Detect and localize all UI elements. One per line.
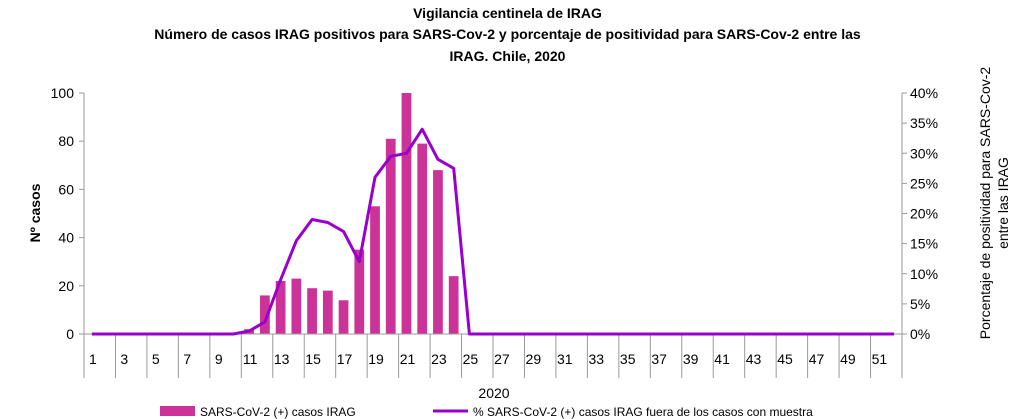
bar xyxy=(448,276,459,334)
x-tick-label: 51 xyxy=(872,351,888,367)
x-tick-label: 33 xyxy=(588,351,604,367)
y2-tick-label: 25% xyxy=(910,175,938,191)
x-tick-label: 7 xyxy=(183,351,191,367)
y-tick-label: 100 xyxy=(51,85,75,101)
x-tick-label: 45 xyxy=(777,351,793,367)
y2-tick-label: 40% xyxy=(910,85,938,101)
chart-subtitle-line2: IRAG. Chile, 2020 xyxy=(449,48,566,64)
chart-title: Vigilancia centinela de IRAG xyxy=(413,5,602,21)
x-tick-label: 43 xyxy=(746,351,762,367)
y2-tick-label: 5% xyxy=(910,296,930,312)
x-tick-label: 21 xyxy=(400,351,416,367)
x-axis-label: 2020 xyxy=(478,385,509,401)
line-series xyxy=(91,127,895,336)
bar xyxy=(385,138,396,334)
y-tick-label: 0 xyxy=(66,326,74,342)
x-tick-label: 9 xyxy=(215,351,223,367)
x-tick-label: 27 xyxy=(494,351,510,367)
x-tick-label: 11 xyxy=(243,351,258,367)
x-tick-label: 35 xyxy=(620,351,636,367)
y2-tick-label: 0% xyxy=(910,326,930,342)
y-tick-label: 60 xyxy=(58,181,74,197)
x-tick-label: 19 xyxy=(368,351,384,367)
x-tick-label: 23 xyxy=(431,351,447,367)
y-tick-label: 20 xyxy=(58,278,74,294)
y2-tick-label: 10% xyxy=(910,266,938,282)
legend-bar-swatch xyxy=(160,406,195,416)
x-tick-label: 31 xyxy=(557,351,573,367)
x-tick-label: 13 xyxy=(274,351,290,367)
x-tick-label: 29 xyxy=(526,351,542,367)
bar xyxy=(307,288,317,334)
bar xyxy=(260,295,270,334)
bar xyxy=(354,249,365,334)
chart-subtitle-line1: Número de casos IRAG positivos para SARS… xyxy=(154,26,861,42)
bar xyxy=(433,170,443,334)
x-tick-label: 41 xyxy=(714,351,730,367)
bar xyxy=(322,290,333,334)
y-axis-label: Nº casos xyxy=(27,183,43,242)
legend-bar-label: SARS-CoV-2 (+) casos IRAG xyxy=(200,405,356,419)
legend-line-label: % SARS-CoV-2 (+) casos IRAG fuera de los… xyxy=(473,405,813,419)
y-tick-label: 80 xyxy=(58,133,74,149)
x-tick-label: 5 xyxy=(152,351,160,367)
x-tick-label: 1 xyxy=(89,351,97,367)
bar xyxy=(417,143,428,334)
y-tick-label: 40 xyxy=(58,230,74,246)
x-tick-label: 49 xyxy=(840,351,856,367)
bar xyxy=(291,278,302,334)
x-tick-label: 37 xyxy=(651,351,667,367)
bar xyxy=(401,93,412,334)
x-tick-label: 39 xyxy=(683,351,699,367)
bar xyxy=(370,206,380,334)
x-tick-label: 15 xyxy=(305,351,321,367)
y2-axis-label-line2: entre las IRAG xyxy=(995,157,1011,249)
x-tick-label: 25 xyxy=(463,351,479,367)
y2-axis-label-line1: Porcentaje de positividad para SARS-Cov-… xyxy=(977,67,993,340)
y2-tick-label: 15% xyxy=(910,236,938,252)
x-tick-label: 3 xyxy=(120,351,128,367)
bar xyxy=(275,280,286,334)
y2-tick-label: 20% xyxy=(910,206,938,222)
x-tick-label: 17 xyxy=(337,351,353,367)
y2-tick-label: 35% xyxy=(910,115,938,131)
x-tick-label: 47 xyxy=(809,351,825,367)
y2-tick-label: 30% xyxy=(910,145,938,161)
bar xyxy=(338,300,349,334)
